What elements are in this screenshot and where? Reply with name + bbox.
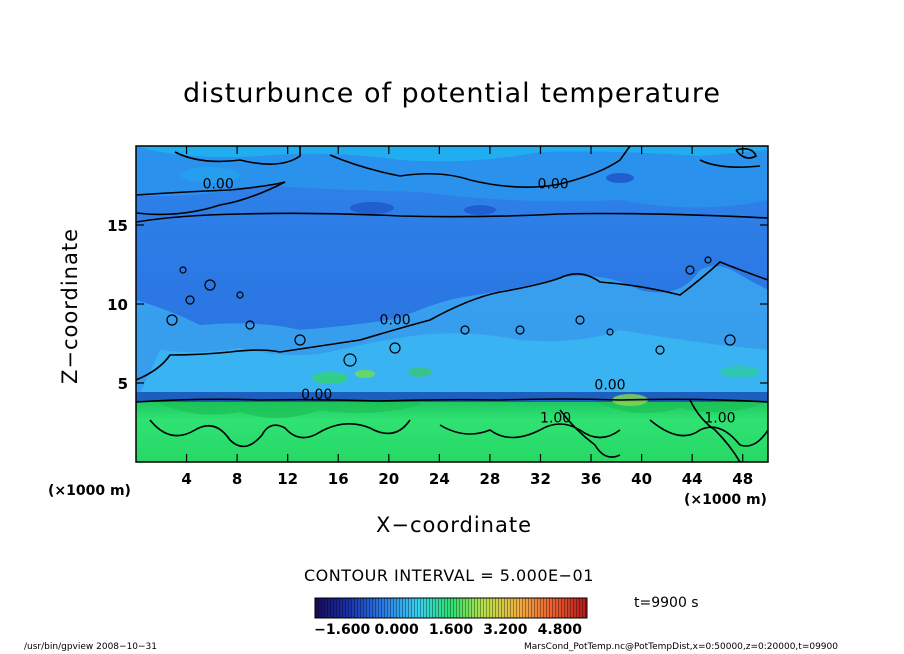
contour-label: 0.00 xyxy=(301,387,332,403)
contour-label: 0.00 xyxy=(380,313,411,329)
colorbar-tick-label: 0.000 xyxy=(374,622,419,638)
y-tick-label: 10 xyxy=(107,296,128,314)
contour-label: 0.00 xyxy=(594,377,625,393)
colorbar-tick-label: 1.600 xyxy=(428,622,474,638)
colorbar-tick-label: 3.200 xyxy=(483,622,528,638)
x-tick-label: 16 xyxy=(328,470,349,488)
footer-left: /usr/bin/gpview 2008−10−31 xyxy=(24,642,158,652)
x-tick-label: 28 xyxy=(479,470,500,488)
contour-lines xyxy=(136,146,768,462)
contour-label: 0.00 xyxy=(203,177,234,193)
x-unit-left: (×1000 m) xyxy=(48,483,131,499)
x-tick-label: 32 xyxy=(530,470,551,488)
colorbar-tick-label: 4.800 xyxy=(537,622,582,638)
y-tick-label: 15 xyxy=(107,217,128,235)
y-axis-ticks: 5 10 15 xyxy=(107,217,768,393)
x-tick-label: 24 xyxy=(429,470,450,488)
x-tick-label: 12 xyxy=(277,470,298,488)
x-axis-ticks: 4 8 12 16 20 24 28 32 36 40 44 48 xyxy=(181,146,753,488)
contour-label: 0.00 xyxy=(538,177,569,193)
x-tick-label: 20 xyxy=(378,470,399,488)
x-tick-label: 44 xyxy=(682,470,703,488)
colorbar-tick-label: −1.600 xyxy=(314,622,371,638)
x-tick-label: 4 xyxy=(181,470,191,488)
contour-label: 1.00 xyxy=(540,411,571,427)
x-tick-label: 40 xyxy=(631,470,652,488)
y-tick-label: 5 xyxy=(118,375,128,393)
x-unit-right: (×1000 m) xyxy=(684,492,767,508)
contour-interval-label: CONTOUR INTERVAL = 5.000E−01 xyxy=(304,566,594,585)
contour-label: 1.00 xyxy=(704,411,735,427)
x-tick-label: 36 xyxy=(581,470,602,488)
field-layer xyxy=(136,146,768,462)
chart-title: disturbunce of potential temperature xyxy=(183,78,721,109)
contour-labels: 0.00 0.00 0.00 0.00 0.00 1.00 1.00 xyxy=(203,177,736,427)
x-tick-label: 8 xyxy=(232,470,242,488)
x-axis-label: X−coordinate xyxy=(376,513,532,537)
x-tick-label: 48 xyxy=(732,470,753,488)
footer-right: MarsCond_PotTemp.nc@PotTempDist,x=0:5000… xyxy=(524,642,838,652)
time-label: t=9900 s xyxy=(634,595,699,611)
